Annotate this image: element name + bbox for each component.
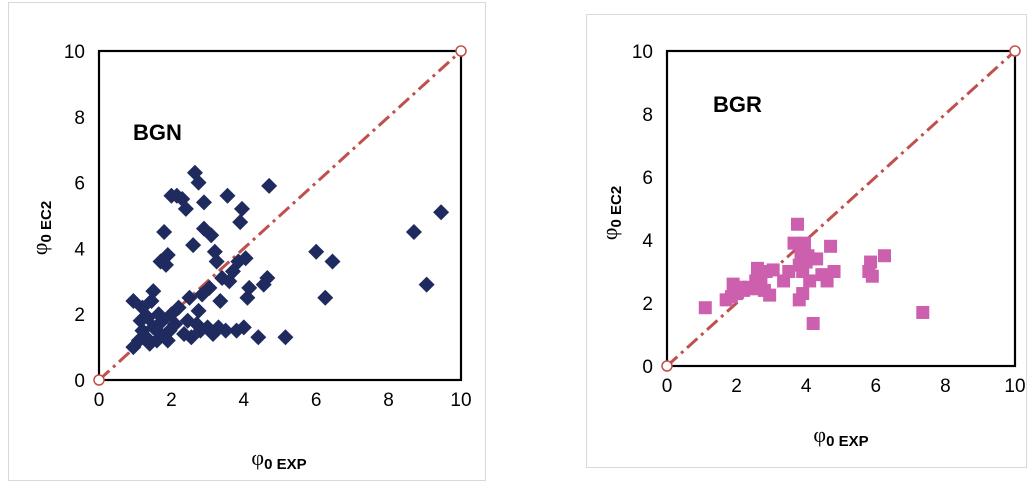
data-point	[157, 256, 174, 273]
data-point	[206, 243, 223, 260]
y-tick-label: 2	[642, 294, 653, 315]
y-tick-label: 8	[74, 108, 85, 129]
reference-line-start-marker	[661, 360, 673, 372]
data-point	[916, 305, 930, 319]
x-tick-label: 6	[871, 376, 882, 397]
data-point	[181, 289, 198, 306]
chart-panel-bgr: 0 2 4 6 8 10 0 2 4 6 8 10 BGR φ0 EXP φ0 EC2	[586, 14, 1027, 468]
scatter-chart-bgn: 0 2 4 6 8 10 0 2 4 6 8 10 BGN φ0 EXP φ0 EC2	[27, 42, 472, 473]
data-point	[185, 237, 202, 254]
reference-line	[665, 49, 1017, 368]
data-point	[324, 253, 341, 270]
data-point	[156, 223, 173, 240]
series-label-bgr: BGR	[713, 92, 762, 117]
data-point	[219, 187, 236, 204]
data-point	[782, 265, 796, 278]
y-tick-label: 2	[74, 305, 85, 326]
data-point	[259, 270, 276, 287]
y-tick-label: 0	[642, 357, 653, 378]
data-point	[170, 299, 187, 316]
x-tick-label: 2	[731, 376, 742, 397]
x-tick-label: 10	[450, 390, 471, 411]
data-point	[864, 255, 878, 269]
data-point	[261, 177, 278, 194]
data-point	[796, 287, 810, 301]
data-point	[203, 227, 220, 244]
data-point	[405, 223, 422, 240]
plot-area-frame	[665, 49, 1017, 368]
data-point	[195, 194, 212, 211]
y-tick-label: 6	[642, 168, 653, 189]
x-tick-label: 8	[383, 390, 394, 411]
data-point	[159, 332, 176, 349]
x-tick-label: 4	[239, 390, 250, 411]
x-tick-label: 2	[166, 390, 177, 411]
data-point	[791, 217, 804, 231]
x-tick-label: 0	[94, 390, 105, 411]
data-point	[308, 243, 325, 260]
data-point	[145, 283, 162, 300]
data-point	[865, 269, 879, 283]
data-point	[241, 279, 258, 296]
data-point	[763, 288, 777, 302]
data-point	[878, 249, 891, 263]
y-axis-label: φ0 EC2	[597, 186, 625, 240]
y-tick-label: 0	[74, 371, 85, 392]
reference-line-end-marker	[455, 45, 467, 57]
data-point	[233, 200, 250, 217]
reference-line-end-marker	[1009, 45, 1021, 57]
plot-area-frame	[97, 49, 463, 382]
data-point	[698, 301, 712, 315]
data-point	[250, 329, 267, 346]
data-point	[235, 319, 252, 336]
y-tick-label: 6	[74, 174, 85, 195]
y-tick-label: 8	[642, 105, 653, 126]
x-axis-label: φ0 EXP	[251, 445, 306, 473]
x-tick-label: 10	[1004, 376, 1025, 397]
y-tick-label: 4	[74, 239, 85, 260]
data-point	[433, 204, 450, 221]
x-axis-label: φ0 EXP	[813, 422, 868, 450]
data-point	[766, 263, 780, 277]
data-point	[143, 293, 160, 310]
data-point	[827, 265, 841, 278]
data-point	[806, 316, 820, 330]
data-point	[159, 246, 176, 263]
scatter-chart-bgr: 0 2 4 6 8 10 0 2 4 6 8 10 BGR φ0 EXP φ0 EC2	[597, 42, 1026, 450]
data-point	[237, 250, 254, 267]
data-point	[190, 174, 207, 191]
data-point	[317, 289, 334, 306]
data-point	[201, 279, 218, 296]
data-point	[239, 289, 256, 306]
data-point	[208, 253, 225, 270]
y-axis-label: φ0 EC2	[27, 201, 55, 255]
y-tick-label: 10	[632, 42, 653, 63]
data-point	[797, 236, 811, 250]
data-point	[212, 293, 229, 310]
x-tick-label: 0	[662, 376, 673, 397]
x-tick-label: 4	[801, 376, 812, 397]
data-point	[824, 239, 838, 253]
reference-line-start-marker	[93, 374, 105, 386]
data-point	[810, 252, 824, 266]
x-tick-label: 6	[311, 390, 322, 411]
y-tick-label: 4	[642, 231, 653, 252]
data-point	[167, 316, 184, 333]
data-point	[217, 322, 234, 339]
data-point	[190, 302, 207, 319]
y-tick-label: 10	[64, 42, 85, 63]
data-point	[803, 274, 817, 288]
data-point	[177, 200, 194, 217]
data-point	[418, 276, 435, 293]
chart-panel-bgn: 0 2 4 6 8 10 0 2 4 6 8 10 BGN φ0 EXP φ0 EC2	[8, 2, 486, 481]
series-label-bgn: BGN	[133, 120, 182, 145]
data-point	[277, 329, 294, 346]
x-tick-label: 8	[940, 376, 951, 397]
data-point	[232, 214, 249, 231]
